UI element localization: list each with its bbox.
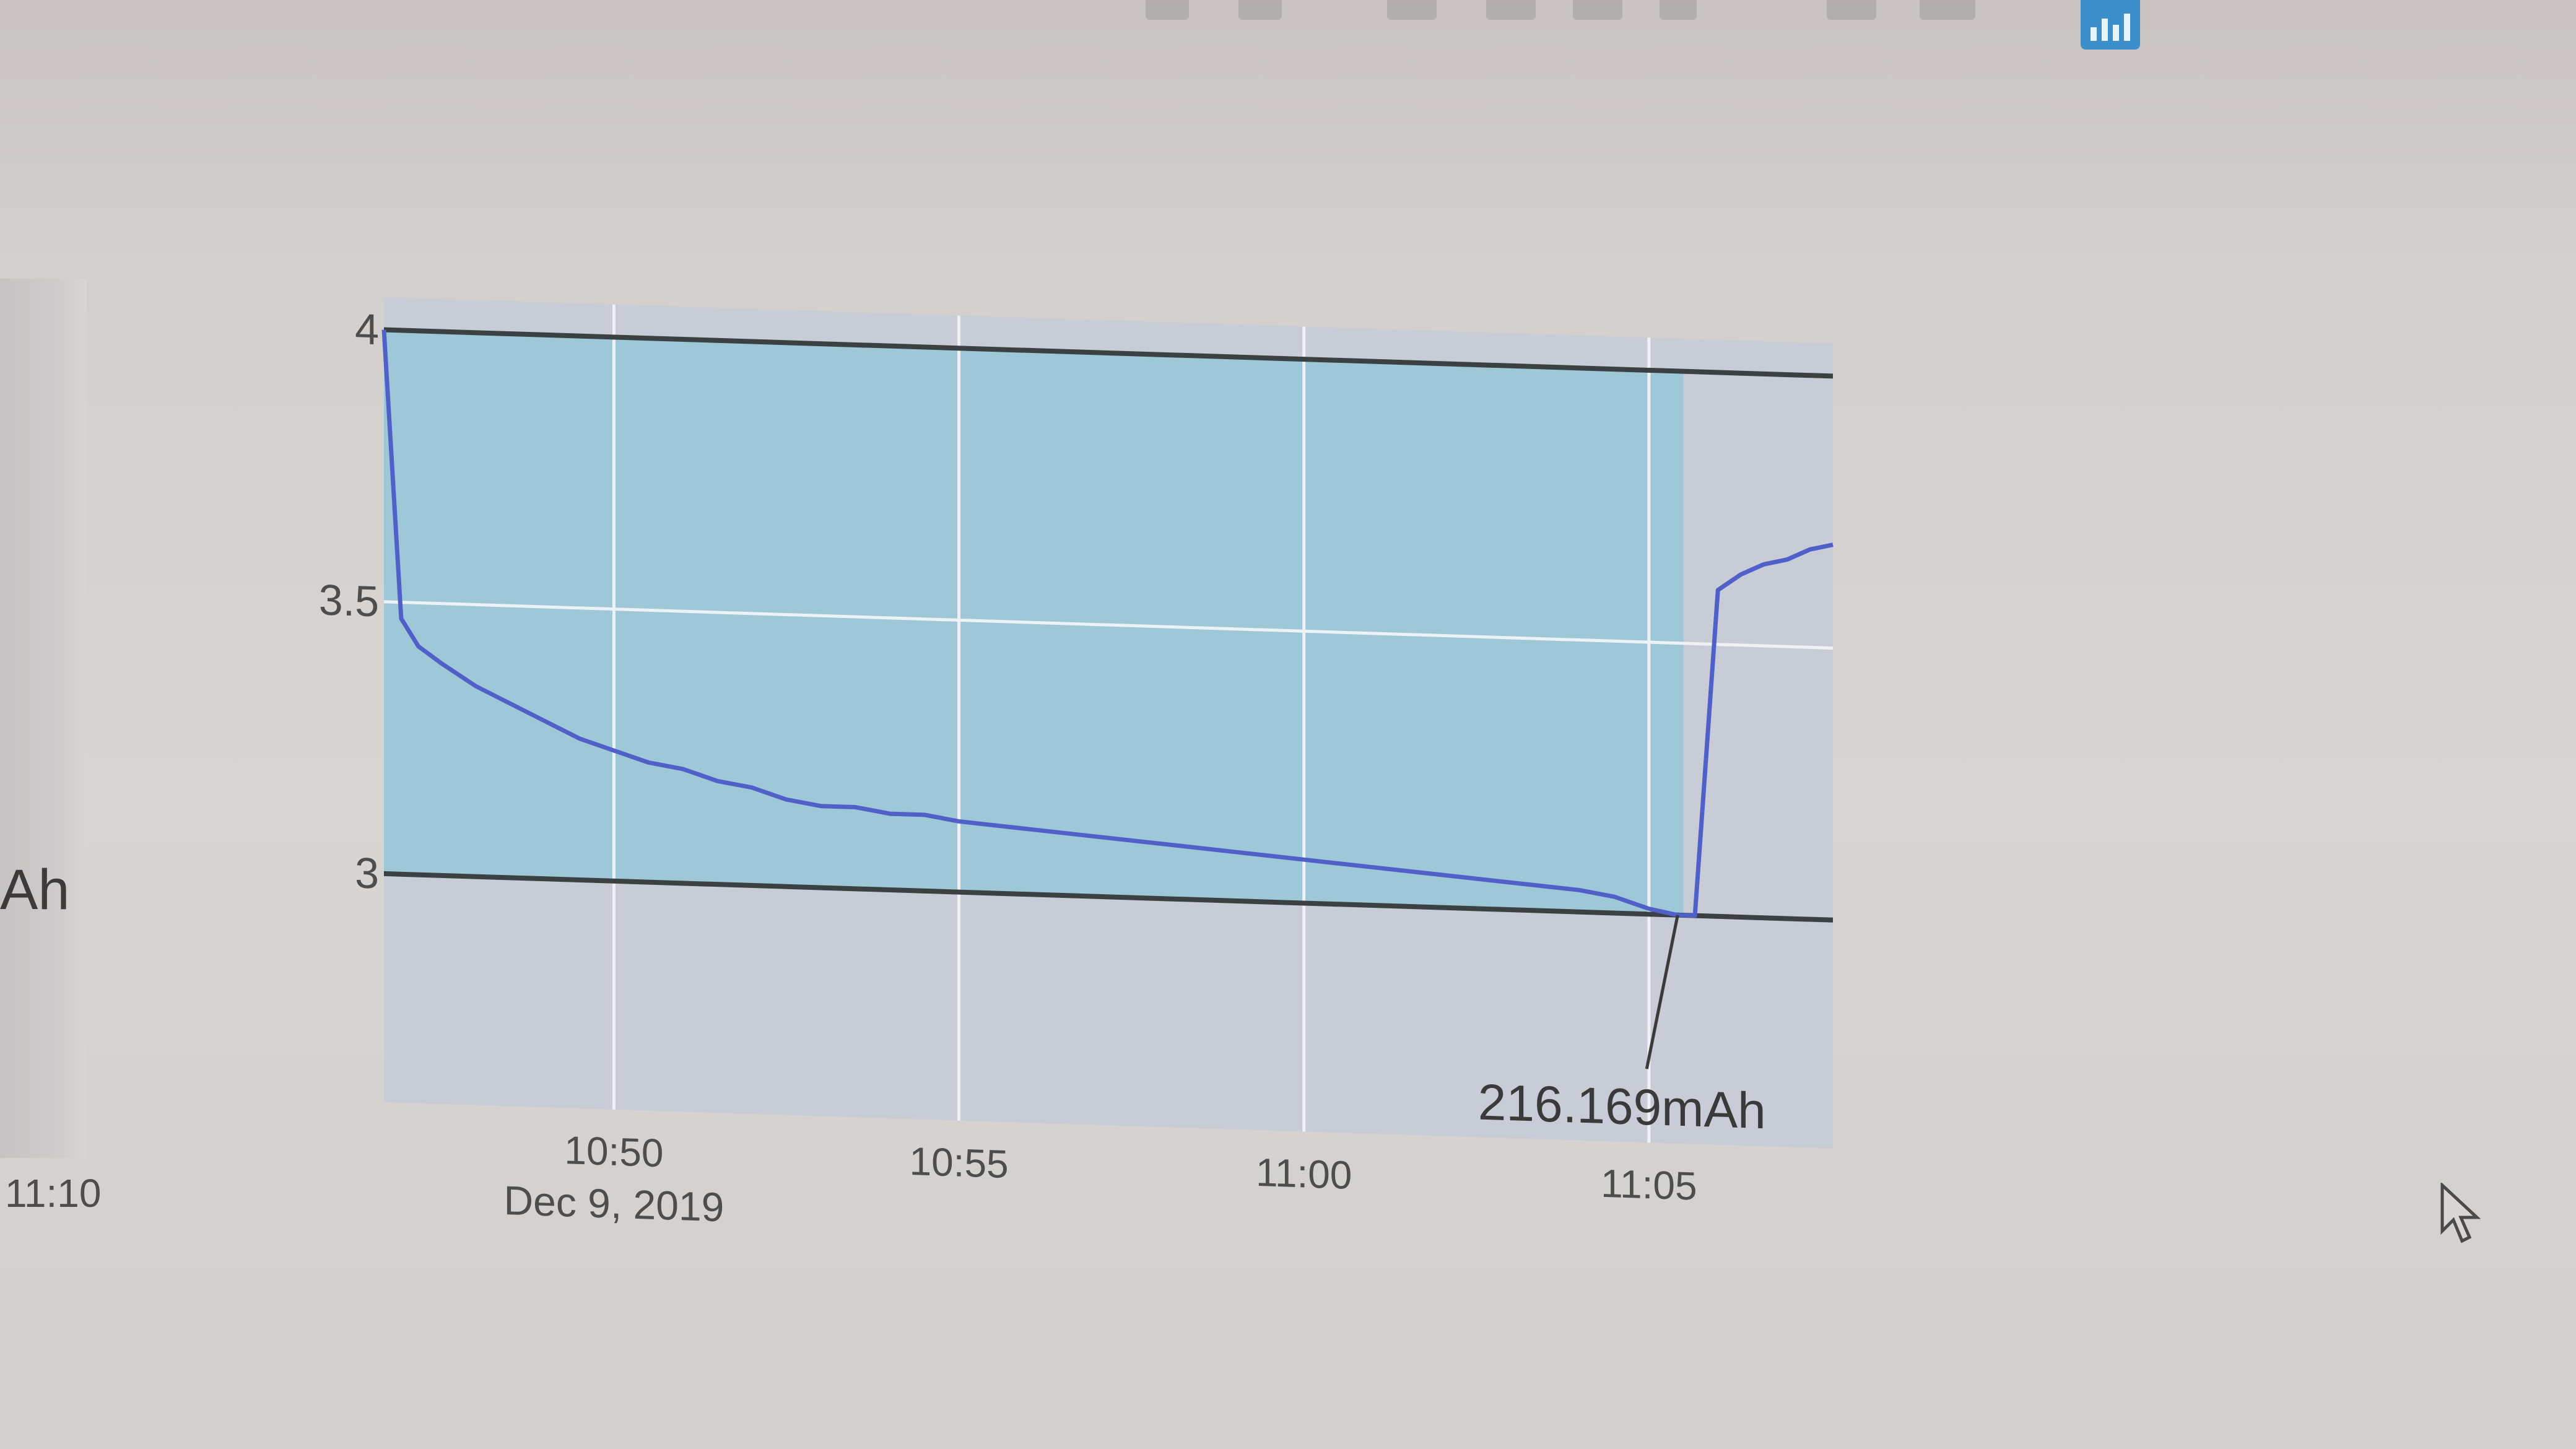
threshold-lines [384, 327, 1833, 923]
adjacent-x-tick-label: 11:10 [5, 1171, 102, 1216]
x-axis-date-label: Dec 9, 2019 [504, 1177, 724, 1230]
threshold-line [384, 871, 1833, 923]
y-tick-label: 3.5 [319, 575, 379, 625]
zoom-icon[interactable] [1387, 0, 1437, 20]
y-axis-ticks: 43.53 [319, 305, 379, 898]
hover-compare-icon[interactable] [1920, 0, 1975, 20]
mouse-cursor-icon [2440, 1183, 2481, 1243]
voltage-series-line [381, 329, 1834, 918]
threshold-line [384, 327, 1833, 379]
autoscale-icon[interactable] [1660, 0, 1697, 20]
annotation-arrow [1645, 915, 1679, 1069]
annotation-label: 216.169mAh [1478, 1074, 1766, 1139]
bar-chart-icon[interactable] [2081, 0, 2140, 50]
y-grid-line [384, 600, 1833, 650]
x-tick-label: 10:55 [910, 1139, 1009, 1186]
y-tick-label: 3 [355, 848, 379, 897]
save-icon[interactable] [1238, 0, 1282, 20]
camera-icon[interactable] [1146, 0, 1189, 20]
adjacent-chart-panel [0, 279, 87, 1158]
plot-toolbar [1146, 0, 2174, 43]
home-icon[interactable] [1486, 0, 1536, 20]
spikelines-icon[interactable] [1827, 0, 1876, 20]
x-tick-label: 11:05 [1601, 1161, 1697, 1209]
annotations: 216.169mAh [1478, 915, 1766, 1139]
x-tick-label: 10:50 [564, 1128, 663, 1175]
lasso-icon[interactable] [1573, 0, 1622, 20]
y-tick-label: 4 [355, 305, 379, 354]
x-axis-ticks: 10:50 10:55 11:00 11:05 Dec 9, 2019 [504, 1128, 1697, 1230]
adjacent-axis-unit: Ah [0, 858, 70, 921]
x-tick-label: 11:00 [1256, 1150, 1352, 1198]
